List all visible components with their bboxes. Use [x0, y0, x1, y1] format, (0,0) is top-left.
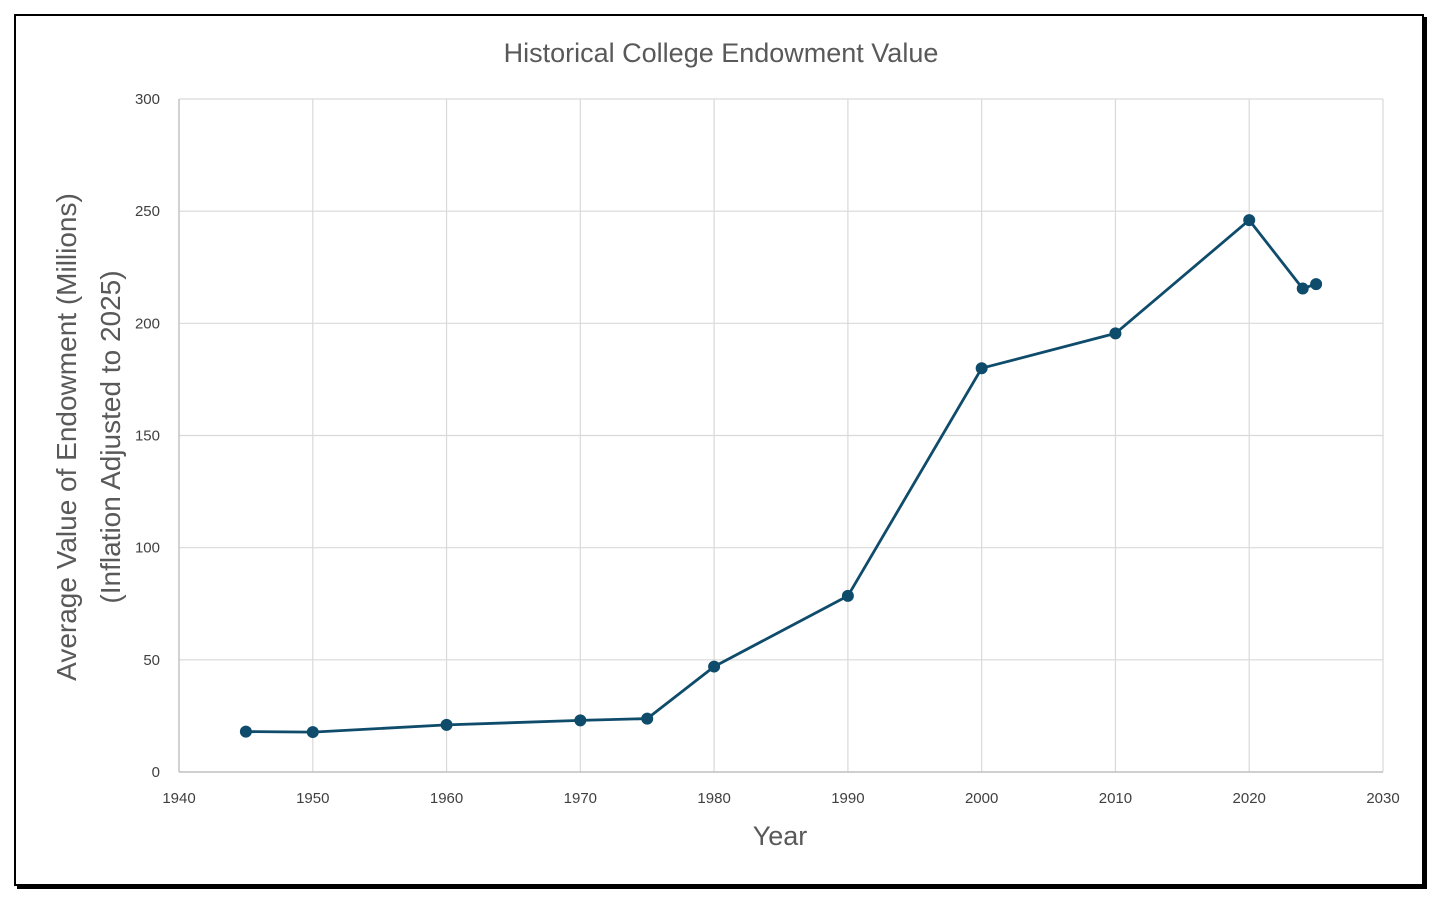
x-tick-label: 2030: [1366, 790, 1399, 807]
y-tick-label: 200: [135, 315, 160, 332]
data-point: [641, 712, 654, 725]
data-point: [440, 718, 453, 731]
x-tick-label: 1960: [430, 790, 463, 807]
y-axis-title-line-2: (Inflation Adjusted to 2025): [95, 270, 126, 603]
data-point: [841, 589, 854, 602]
y-tick-label: 0: [152, 764, 160, 781]
x-tick-label: 2020: [1233, 790, 1266, 807]
x-tick-label: 1990: [831, 790, 864, 807]
y-tick-label: 250: [135, 203, 160, 220]
tick-labels: 0 50 100 150 200 250 300 1940 1950 1960 1970 1980 19…: [135, 91, 1400, 807]
data-point: [1310, 278, 1323, 291]
data-point: [975, 362, 988, 375]
series-line: [245, 218, 1317, 734]
x-tick-label: 2010: [1099, 790, 1132, 807]
grid-lines: [179, 98, 1384, 772]
data-point: [306, 726, 319, 739]
data-point: [574, 714, 587, 727]
x-tick-label: 2000: [965, 790, 998, 807]
data-point: [1109, 327, 1122, 340]
x-tick-label: 1970: [564, 790, 597, 807]
axes: [178, 99, 1383, 773]
data-point: [239, 725, 252, 738]
x-tick-label: 1950: [296, 790, 329, 807]
chart-frame: [14, 14, 1424, 886]
y-axis-title: Average Value of Endowment (Millions) (I…: [51, 193, 126, 681]
data-point: [1243, 214, 1256, 227]
series-layer: [239, 214, 1323, 739]
y-tick-label: 150: [135, 428, 160, 445]
x-tick-label: 1940: [162, 790, 195, 807]
y-tick-label: 100: [135, 540, 160, 557]
data-point: [708, 660, 721, 673]
x-axis-title: Year: [753, 821, 808, 851]
y-tick-label: 50: [143, 652, 160, 669]
y-axis-title-line-1: Average Value of Endowment (Millions): [51, 193, 82, 681]
y-tick-label: 300: [135, 91, 160, 108]
x-tick-label: 1980: [697, 790, 730, 807]
chart-title: Historical College Endowment Value: [504, 38, 939, 68]
data-point: [1296, 282, 1309, 295]
